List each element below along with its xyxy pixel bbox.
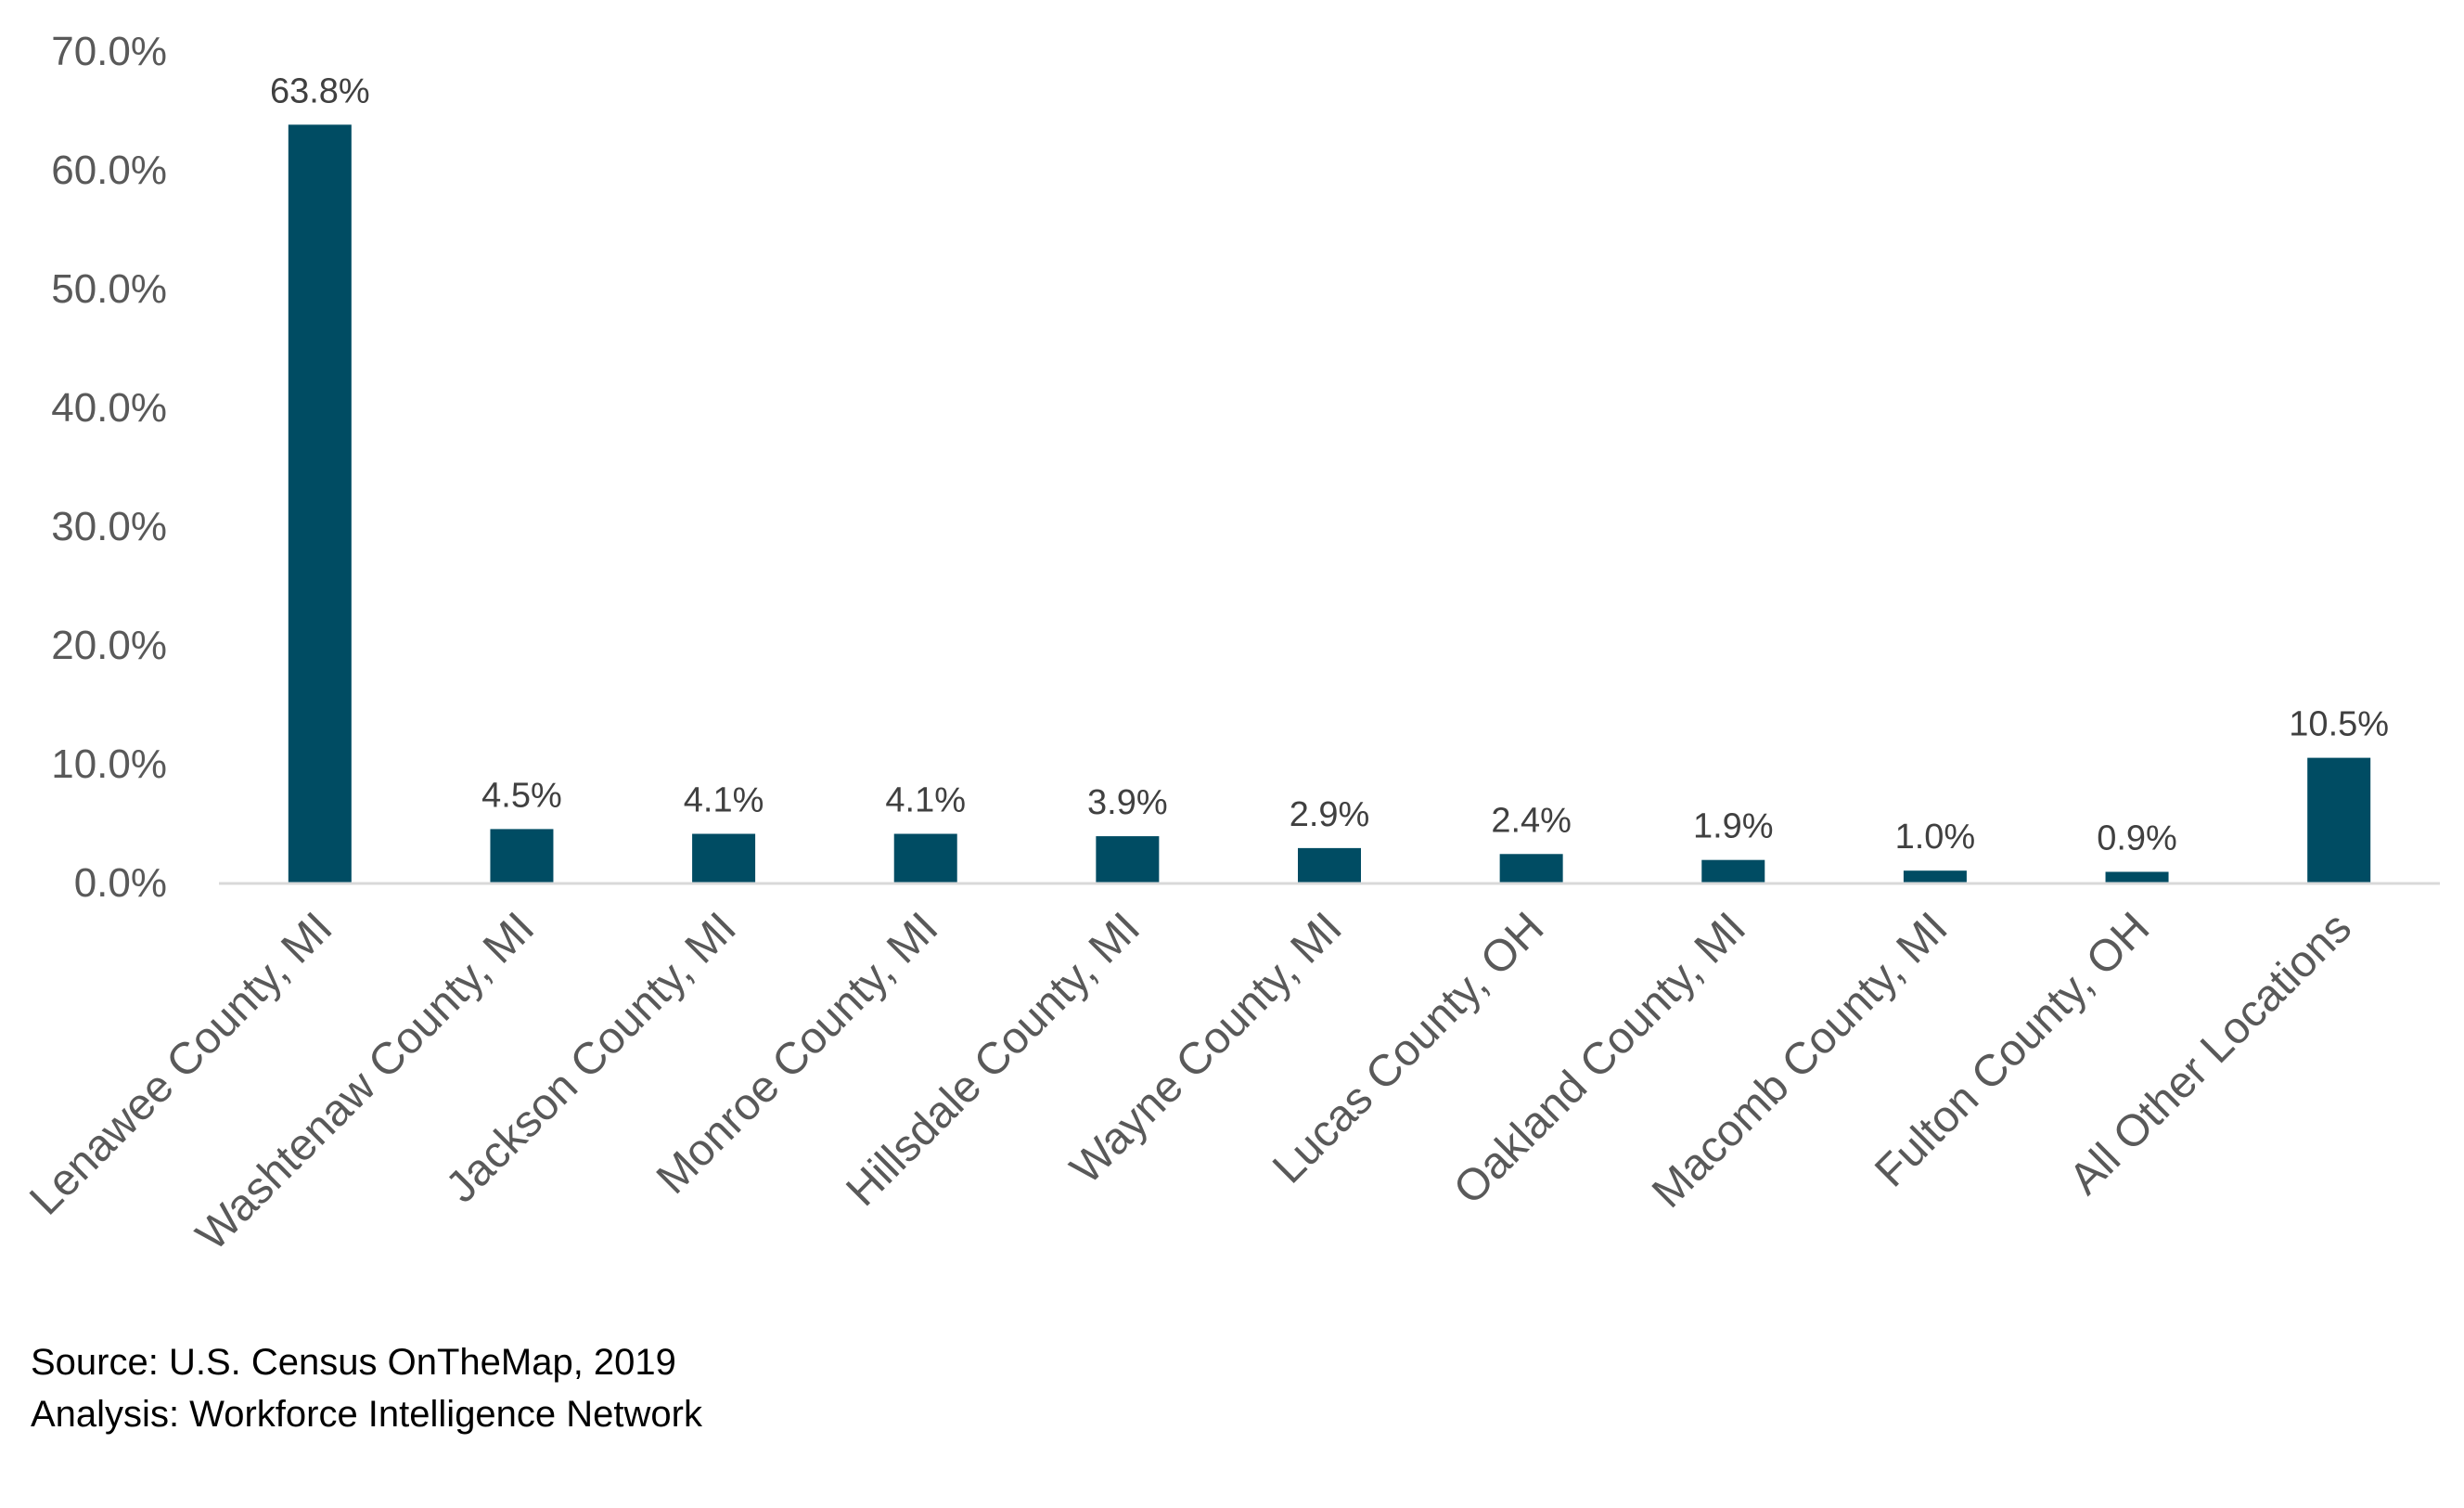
y-tick-label: 50.0%: [51, 266, 167, 312]
data-label: 4.5%: [481, 776, 562, 815]
data-label: 63.8%: [270, 71, 370, 110]
data-label: 0.9%: [2097, 818, 2177, 857]
data-label: 1.0%: [1895, 818, 1976, 857]
x-category-label: Washtenaw County, MI: [187, 903, 545, 1260]
bar: [1298, 847, 1361, 883]
bar: [490, 829, 554, 883]
source-note: Source: U.S. Census OnTheMap, 2019 Analy…: [31, 1336, 702, 1440]
y-tick-label: 20.0%: [51, 623, 167, 668]
y-tick-label: 40.0%: [51, 385, 167, 431]
data-labels: 63.8% 4.5% 4.1% 4.1% 3.9% 2.9% 2.4% 1.9% 1.0% 0.9…: [270, 71, 2389, 857]
bar: [1499, 854, 1563, 883]
bar: [2105, 871, 2169, 883]
bar: [1096, 836, 1160, 883]
bar: [2307, 757, 2371, 883]
source-line: Source: U.S. Census OnTheMap, 2019: [31, 1342, 676, 1383]
y-tick-label: 60.0%: [51, 148, 167, 193]
bar: [1701, 859, 1765, 883]
y-tick-label: 70.0%: [51, 29, 167, 74]
bars: [288, 124, 2371, 883]
data-label: 4.1%: [885, 781, 966, 820]
y-tick-label: 30.0%: [51, 504, 167, 549]
data-label: 3.9%: [1087, 783, 1168, 822]
data-label: 4.1%: [684, 781, 764, 820]
data-label: 2.9%: [1290, 795, 1370, 834]
analysis-line: Analysis: Workforce Intelligence Network: [31, 1394, 702, 1435]
y-tick-label: 10.0%: [51, 741, 167, 787]
data-label: 1.9%: [1693, 807, 1774, 846]
data-label: 10.5%: [2289, 705, 2389, 744]
bar: [893, 833, 957, 883]
y-tick-label: 0.0%: [74, 860, 167, 906]
bar: [692, 833, 756, 883]
bar: [1903, 870, 1967, 883]
y-axis: 0.0% 10.0% 20.0% 30.0% 40.0% 50.0% 60.0% 70.0%: [51, 29, 167, 906]
data-label: 2.4%: [1491, 801, 1572, 840]
bar: [288, 124, 352, 883]
